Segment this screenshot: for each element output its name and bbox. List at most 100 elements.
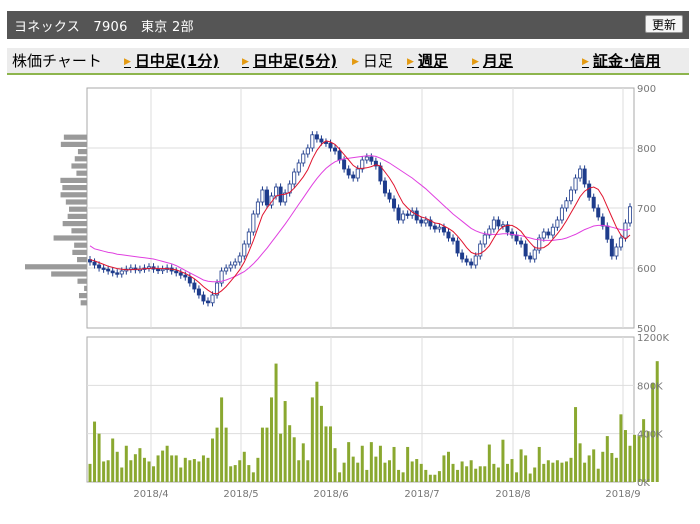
volume-bar	[592, 449, 596, 482]
candle-body	[546, 231, 551, 236]
volume-bar	[428, 474, 432, 482]
candle-body	[323, 141, 328, 144]
candle-body	[582, 168, 587, 185]
long-moving-average-line	[89, 155, 631, 283]
candle-body	[369, 156, 374, 162]
tab-1[interactable]: ▶ 日中足(1分)	[124, 51, 219, 72]
candle-body	[396, 207, 401, 221]
volume-bar	[623, 430, 627, 482]
volume-bar	[201, 455, 205, 482]
volume-bar	[120, 467, 124, 482]
candle-body	[274, 186, 279, 197]
candle-body	[614, 246, 619, 257]
volume-bar	[515, 472, 519, 482]
arrow-icon: ▶	[242, 57, 249, 67]
volume-bar	[265, 427, 269, 482]
tab-5[interactable]: ▶ 月足	[472, 51, 513, 72]
candle-body	[233, 261, 238, 266]
volume-bar	[378, 445, 382, 482]
volume-bar	[333, 448, 337, 482]
volume-bar	[360, 445, 364, 482]
volume-bar	[415, 459, 419, 482]
candle-body	[201, 294, 206, 302]
arrow-icon: ▶	[407, 57, 414, 67]
volume-bar	[397, 469, 401, 482]
volume-bar	[229, 466, 233, 482]
volume-bar	[247, 465, 251, 482]
candle-body	[519, 240, 524, 245]
volume-bar	[406, 446, 410, 482]
candle-body	[437, 226, 442, 230]
candle-body	[382, 180, 387, 194]
volume-bar	[637, 436, 641, 482]
volume-bar	[451, 463, 455, 482]
candle-body	[101, 267, 106, 270]
candle-body	[360, 159, 365, 170]
price-tick-label: 700	[637, 204, 656, 215]
tab-label: 週足	[417, 52, 448, 70]
month-tick-label: 2018/9	[605, 489, 640, 500]
tab-4[interactable]: ▶ 週足	[407, 51, 448, 72]
candle-body	[264, 189, 269, 206]
volume-profile-bar	[60, 141, 87, 147]
candle-body	[260, 189, 265, 203]
volume-bar	[555, 460, 559, 482]
volume-profile-bar	[62, 221, 87, 227]
candle-body	[373, 160, 378, 167]
candle-body	[569, 189, 574, 202]
volume-bar	[501, 439, 505, 482]
arrow-icon: ▶	[124, 57, 131, 67]
volume-tick-label: 1200K	[637, 333, 669, 344]
candle-body	[174, 270, 179, 274]
price-tick-label: 900	[637, 84, 656, 95]
candle-body	[346, 168, 351, 176]
candle-body	[246, 231, 251, 245]
candle-body	[337, 150, 342, 161]
candle-body	[314, 134, 319, 140]
candle-body	[387, 192, 392, 200]
volume-bar	[192, 459, 196, 482]
volume-bar	[569, 457, 573, 482]
volume-bar	[587, 455, 591, 482]
volume-bar	[288, 425, 292, 482]
tab-6[interactable]: ▶ 証金･信用	[582, 51, 660, 72]
candle-body	[106, 268, 111, 272]
volume-profile-bar	[77, 149, 87, 155]
volume-bar	[260, 427, 264, 482]
candle-body	[192, 282, 197, 290]
volume-profile-bar	[80, 300, 87, 306]
volume-bar	[474, 468, 478, 482]
tab-2[interactable]: ▶ 日中足(5分)	[242, 51, 337, 72]
candle-body	[305, 147, 310, 155]
candle-body	[242, 243, 247, 257]
candle-body	[423, 219, 428, 224]
volume-bar	[220, 397, 224, 482]
refresh-button[interactable]: 更新	[644, 15, 683, 33]
volume-bar	[347, 442, 351, 482]
candle-body	[464, 258, 469, 263]
volume-bar	[233, 465, 237, 482]
volume-profile-bar	[78, 293, 87, 299]
volume-bar	[469, 460, 473, 482]
tab-label: 日足	[362, 52, 393, 70]
title-bar: ヨネックス 7906 東京 2部 更新	[7, 11, 689, 39]
candle-body	[596, 207, 601, 218]
volume-bar	[392, 446, 396, 482]
candle-body	[292, 171, 297, 185]
volume-bar	[655, 361, 659, 482]
volume-bar	[456, 469, 460, 482]
volume-bar	[292, 437, 296, 482]
volume-profile-bar	[77, 257, 87, 263]
volume-panel	[86, 336, 635, 483]
volume-bar	[197, 461, 201, 482]
candle-body	[287, 183, 292, 194]
candle-body	[564, 200, 569, 209]
volume-bar	[383, 462, 387, 482]
volume-bar	[324, 426, 328, 482]
candle-body	[618, 237, 623, 248]
volume-bar	[619, 414, 623, 482]
candle-body	[591, 196, 596, 209]
volume-bar	[365, 469, 369, 482]
volume-bar	[505, 463, 509, 482]
